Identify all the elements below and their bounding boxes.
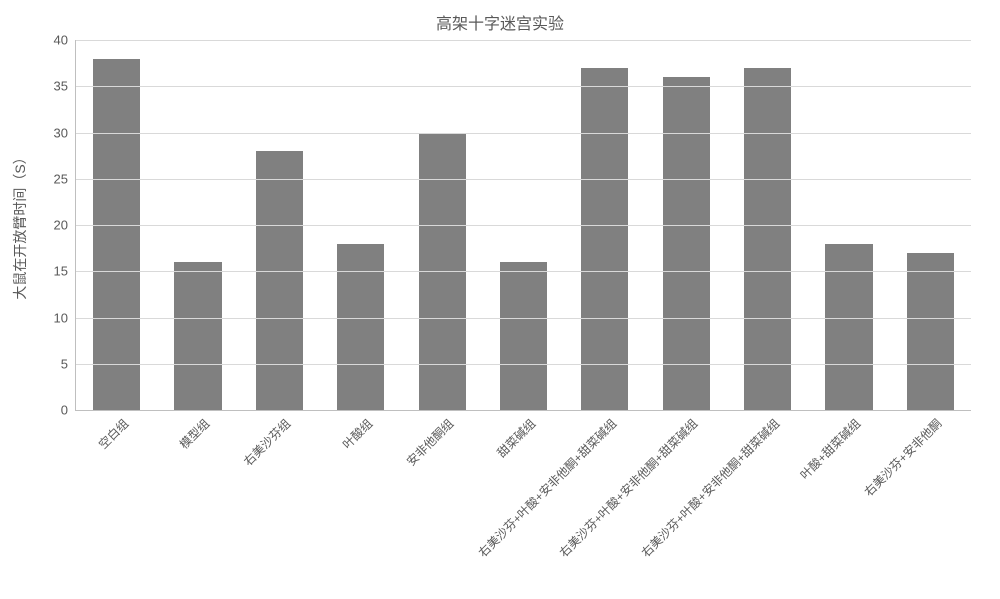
bar [500, 262, 547, 410]
grid-line [76, 179, 971, 180]
x-tick-label: 模型组 [176, 415, 213, 452]
x-tick-label: 叶酸组 [338, 415, 375, 452]
grid-line [76, 225, 971, 226]
y-tick-label: 5 [61, 356, 76, 371]
x-tick-label: 右美沙芬+叶酸+安非他酮+甜菜碱组 [556, 415, 702, 561]
grid-line [76, 40, 971, 41]
y-tick-label: 30 [54, 125, 76, 140]
x-tick-label: 右美沙芬组 [240, 415, 294, 469]
x-tick-label: 右美沙芬+叶酸+安非他酮+甜菜碱组 [637, 415, 783, 561]
grid-line [76, 318, 971, 319]
x-axis-labels: 空白组模型组右美沙芬组叶酸组安非他酮组甜菜碱组右美沙芬+叶酸+安非他酮+甜菜碱组… [75, 415, 970, 595]
x-tick-label: 右美沙芬+安非他酮 [860, 415, 945, 500]
grid-line [76, 271, 971, 272]
bar [337, 244, 384, 411]
y-axis-title: 大鼠在开放臂时间（S） [10, 150, 30, 299]
x-tick-label: 右美沙芬+叶酸+安非他酮+甜菜碱组 [474, 415, 620, 561]
x-tick-label: 叶酸+甜菜碱组 [796, 415, 864, 483]
bar [663, 77, 710, 410]
y-tick-label: 15 [54, 264, 76, 279]
bar [744, 68, 791, 410]
bar [825, 244, 872, 411]
x-tick-label: 安非他酮组 [403, 415, 457, 469]
x-tick-label: 甜菜碱组 [493, 415, 539, 461]
chart-container: 高架十字迷宫实验 大鼠在开放臂时间（S） 0510152025303540 空白… [0, 0, 1000, 599]
y-tick-label: 25 [54, 171, 76, 186]
y-tick-label: 20 [54, 218, 76, 233]
plot-area: 0510152025303540 [75, 40, 971, 411]
y-tick-label: 40 [54, 33, 76, 48]
grid-line [76, 364, 971, 365]
bar [907, 253, 954, 410]
x-tick-label: 空白组 [94, 415, 131, 452]
grid-line [76, 86, 971, 87]
bar [581, 68, 628, 410]
y-tick-label: 10 [54, 310, 76, 325]
bar [93, 59, 140, 411]
chart-title: 高架十字迷宫实验 [0, 10, 1000, 34]
bar [174, 262, 221, 410]
grid-line [76, 133, 971, 134]
y-tick-label: 0 [61, 403, 76, 418]
y-tick-label: 35 [54, 79, 76, 94]
bar [256, 151, 303, 410]
